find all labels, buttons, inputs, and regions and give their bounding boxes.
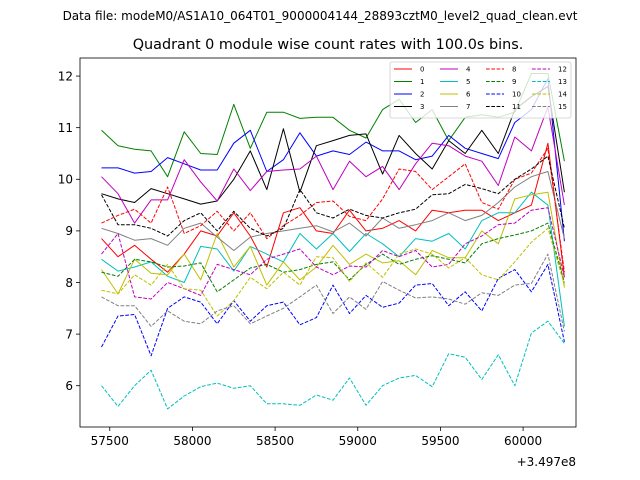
legend-label-10: 10: [512, 91, 521, 99]
series-4-line: [101, 106, 565, 224]
y-tick-label: 12: [58, 69, 73, 83]
legend-label-3: 3: [420, 103, 424, 111]
series-layer: [101, 73, 565, 410]
plot-frame: [79, 57, 577, 428]
legend-label-0: 0: [420, 66, 424, 74]
legend-label-7: 7: [466, 103, 470, 111]
legend-label-15: 15: [558, 103, 567, 111]
series-11-line: [101, 155, 565, 237]
y-tick-label: 7: [65, 327, 73, 341]
y-tick-label: 9: [65, 224, 73, 238]
legend-label-9: 9: [512, 78, 516, 86]
legend-label-8: 8: [512, 66, 516, 74]
legend-box: [389, 61, 572, 119]
x-tick-label: 59500: [421, 434, 459, 448]
legend-label-4: 4: [466, 66, 471, 74]
legend-label-6: 6: [466, 91, 471, 99]
legend-label-12: 12: [558, 66, 567, 74]
y-tick-label: 6: [65, 379, 73, 393]
series-15-line: [101, 253, 565, 332]
series-6-line: [101, 191, 565, 295]
series-9-line: [101, 222, 565, 293]
x-offset-label: +3.497e8: [517, 455, 576, 469]
legend-label-11: 11: [512, 103, 521, 111]
figure-suptitle: Data file: modeM0/AS1A10_064T01_90000041…: [63, 9, 578, 23]
series-8-line: [101, 147, 565, 273]
legend-label-1: 1: [420, 78, 424, 86]
y-tick-label: 11: [58, 121, 73, 135]
series-2-line: [101, 78, 565, 242]
series-14-line: [101, 227, 565, 317]
series-13-line: [101, 320, 565, 410]
series-3-line: [101, 85, 565, 205]
legend-label-2: 2: [420, 91, 424, 99]
plot-area: [80, 58, 576, 427]
x-tick-label: 60000: [504, 434, 542, 448]
x-tick-label: 58000: [173, 434, 211, 448]
series-10-line: [101, 263, 565, 357]
legend-label-5: 5: [466, 78, 470, 86]
chart-title: Quadrant 0 module wise count rates with …: [133, 37, 524, 53]
series-12-line: [101, 207, 565, 300]
series-7-line: [101, 171, 565, 251]
x-tick-label: 58500: [256, 434, 294, 448]
legend-label-14: 14: [558, 91, 567, 99]
x-tick-label: 59000: [339, 434, 377, 448]
y-tick-label: 8: [65, 276, 73, 290]
x-tick-label: 57500: [91, 434, 129, 448]
legend-label-13: 13: [558, 78, 567, 86]
y-tick-label: 10: [58, 173, 73, 187]
